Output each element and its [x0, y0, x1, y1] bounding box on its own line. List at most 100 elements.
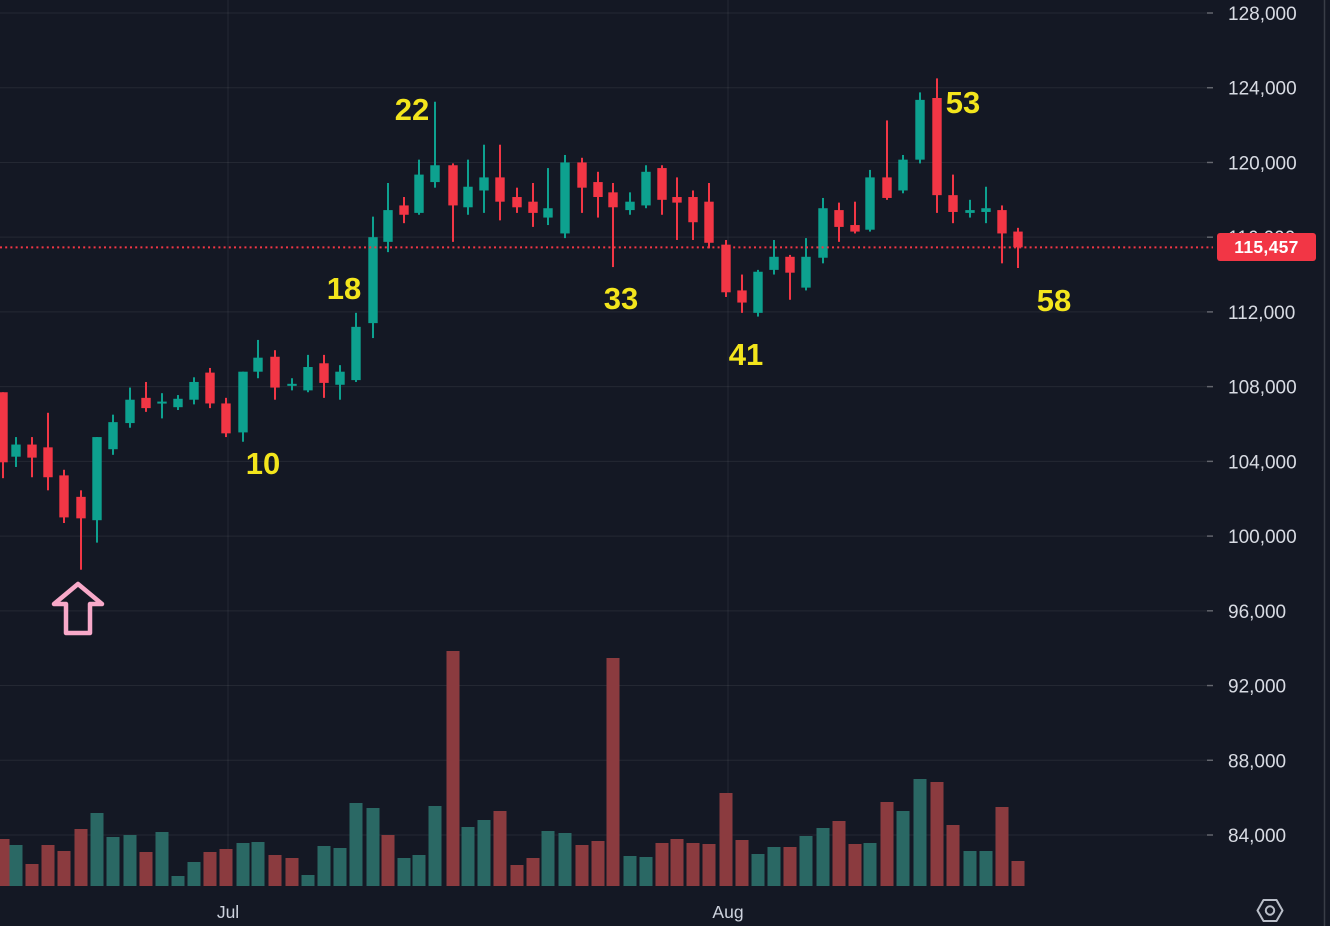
price-tick-label: 112,000	[1228, 303, 1295, 324]
hexagon-outline	[1256, 899, 1284, 922]
candle-body	[915, 99, 925, 160]
volume-bar	[493, 811, 507, 886]
candle-body	[205, 372, 215, 404]
volume-bar	[816, 828, 830, 886]
candle-body	[448, 165, 458, 206]
volume-bar	[1011, 861, 1025, 886]
time-tick-label: Jul	[217, 902, 239, 922]
candle-body	[543, 208, 553, 218]
volume-bar	[623, 856, 637, 886]
last-price-value: 115,457	[1234, 236, 1299, 257]
candle-body	[688, 197, 698, 223]
candle-body	[981, 208, 991, 212]
price-tick-label: 96,000	[1228, 602, 1286, 623]
volume-bar	[930, 782, 944, 886]
candle-body	[865, 177, 875, 230]
volume-bar	[428, 806, 442, 886]
volume-bar	[236, 843, 250, 886]
volume-bar	[591, 841, 605, 886]
volume-bar	[606, 658, 620, 886]
volume-bar	[670, 839, 684, 886]
candle-body	[801, 256, 811, 288]
volume-bar	[139, 852, 153, 886]
candle-body	[898, 159, 908, 191]
bar-number-annotation: 41	[729, 337, 763, 372]
candle-body	[495, 177, 505, 202]
price-axis[interactable]: 128,000124,000120,000116,000112,000108,0…	[1207, 0, 1326, 926]
candle-body	[351, 326, 361, 381]
volume-bar	[9, 845, 23, 886]
volume-pane	[0, 651, 1025, 886]
volume-bar	[333, 848, 347, 886]
price-tick-label: 120,000	[1228, 153, 1297, 174]
volume-bar	[880, 802, 894, 886]
price-tick-label: 108,000	[1228, 378, 1297, 399]
candle-body	[11, 444, 21, 457]
candles	[0, 78, 1023, 570]
volume-bar	[219, 849, 233, 886]
volume-bar	[575, 845, 589, 886]
candle-body	[319, 363, 329, 383]
candle-body	[253, 357, 263, 372]
volume-bar	[381, 835, 395, 886]
candle-body	[528, 201, 538, 213]
volume-bar	[301, 875, 315, 886]
candle-body	[221, 403, 231, 434]
candle-body	[834, 210, 844, 227]
volume-bar	[0, 839, 10, 886]
volume-bar	[397, 858, 411, 886]
hexagon-inner-circle	[1264, 905, 1276, 916]
candle-body	[769, 256, 779, 270]
candle-body	[479, 177, 489, 191]
volume-bar	[155, 832, 169, 886]
volume-bar	[558, 833, 572, 886]
volume-bar	[510, 865, 524, 886]
volume-bar	[686, 843, 700, 886]
candle-body	[560, 162, 570, 234]
candle-body	[785, 256, 795, 273]
candle-body	[704, 201, 714, 243]
candle-body	[76, 496, 86, 519]
hexagon-circle-icon[interactable]	[1256, 899, 1284, 922]
time-axis[interactable]: Jul Aug	[217, 902, 744, 922]
volume-bar	[946, 825, 960, 886]
candle-body	[997, 210, 1007, 234]
volume-bar	[366, 808, 380, 886]
volume-bar	[349, 803, 363, 886]
last-price-label: 115,457	[1217, 233, 1316, 261]
candle-body	[721, 244, 731, 293]
volume-bar	[477, 820, 491, 886]
price-tick-label: 84,000	[1228, 826, 1286, 847]
volume-bar	[913, 779, 927, 886]
bar-number-annotation: 53	[946, 85, 980, 120]
price-tick-label: 104,000	[1228, 452, 1297, 473]
candle-body	[737, 290, 747, 303]
volume-bar	[123, 835, 137, 886]
volume-bar	[171, 876, 185, 886]
volume-bar	[783, 847, 797, 886]
volume-bar	[848, 844, 862, 886]
bar-number-annotation: 33	[604, 281, 638, 316]
candle-body	[850, 225, 860, 232]
volume-bar	[863, 843, 877, 886]
candle-body	[141, 397, 151, 409]
volume-bar	[655, 843, 669, 886]
candle-body	[753, 271, 763, 313]
candle-body	[608, 192, 618, 208]
candle-body	[463, 186, 473, 208]
volume-bar	[979, 851, 993, 886]
candle-body	[270, 356, 280, 388]
volume-bar	[799, 836, 813, 886]
candle-body	[948, 195, 958, 212]
candle-body	[430, 165, 440, 183]
candle-body	[173, 398, 183, 408]
candle-body	[383, 210, 393, 242]
bar-number-annotation: 18	[327, 271, 361, 306]
candle-body	[43, 447, 53, 478]
candle-body	[512, 197, 522, 208]
price-tick-label: 124,000	[1228, 79, 1297, 100]
volume-bar	[251, 842, 265, 886]
arrow-up-drawing[interactable]	[51, 581, 105, 636]
